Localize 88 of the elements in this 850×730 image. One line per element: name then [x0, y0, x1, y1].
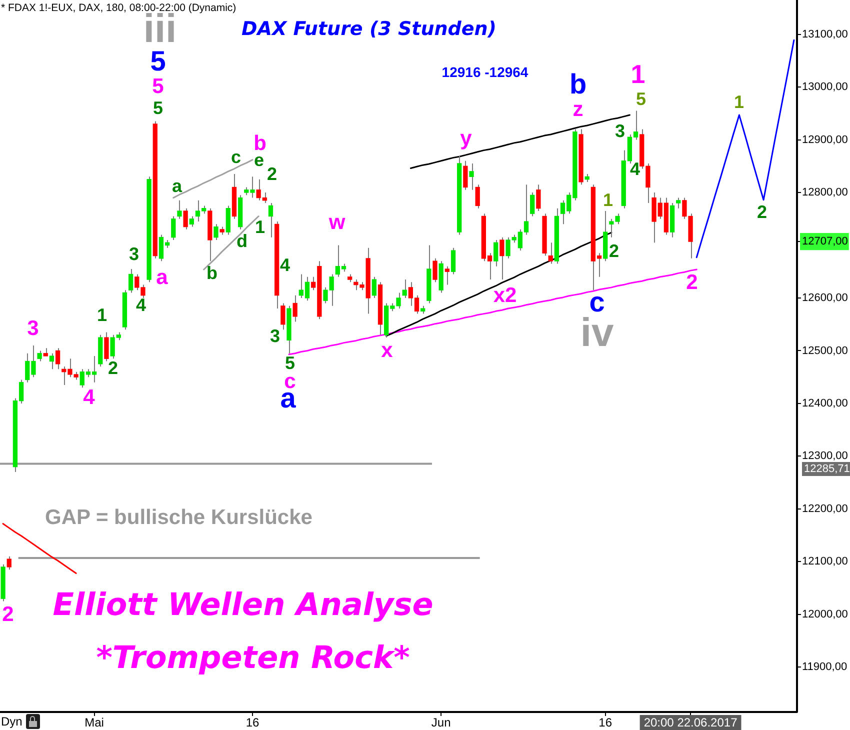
- annotation: 2: [2, 602, 14, 626]
- annotation: 2: [756, 202, 768, 222]
- candlestick: [49, 352, 54, 370]
- y-tick-label: 13000,00: [802, 81, 848, 94]
- chart-subtitle: * FDAX 1!-EUX, DAX, 180, 08:00-22:00 (Dynamic): [1, 2, 236, 14]
- candlestick: [177, 200, 182, 220]
- candlestick: [402, 279, 407, 298]
- annotation: 5: [152, 98, 164, 118]
- candlestick: [37, 350, 42, 362]
- candlestick: [6, 556, 12, 570]
- candlestick: [55, 348, 60, 370]
- annotation: a: [156, 266, 168, 289]
- x-tick-label: Jun: [431, 716, 451, 730]
- annotation: y: [460, 126, 472, 150]
- y-tick-label: 12600,00: [802, 292, 848, 304]
- candlestick: [292, 294, 298, 322]
- annotation: w: [328, 210, 346, 234]
- annotation: 1: [602, 190, 614, 210]
- y-tick-label: 12100,00: [802, 556, 848, 568]
- candlestick: [372, 276, 376, 298]
- annotation: 4: [136, 294, 146, 315]
- candlestick: [475, 184, 480, 209]
- annotation: a: [172, 176, 183, 196]
- candlestick: [183, 208, 188, 230]
- x-tick-label: 16: [598, 716, 612, 730]
- candlestick: [500, 236, 504, 280]
- y-tick-label: 12800,00: [802, 186, 848, 199]
- x-tick-label: 16: [246, 716, 260, 730]
- annotation: 1: [734, 92, 744, 112]
- y-tick-label: 12400,00: [802, 398, 848, 410]
- text: Dyn: [1, 714, 22, 728]
- annotation: 1: [96, 304, 108, 325]
- annotation: 12916 -12964: [442, 64, 528, 80]
- y-tick-label: 11900,00: [802, 661, 848, 674]
- annotation: Elliott Wellen Analyse: [52, 587, 434, 624]
- candlestick: [171, 216, 176, 240]
- annotation: 3: [614, 120, 626, 141]
- y-tick-label: 12200,00: [802, 502, 848, 515]
- candlestick: [128, 268, 134, 294]
- annotation: b: [206, 262, 218, 283]
- candlestick: [444, 266, 450, 286]
- annotation: z: [572, 98, 584, 121]
- candlestick: [536, 184, 541, 212]
- annotation: 3: [27, 316, 39, 340]
- candlestick: [676, 197, 681, 209]
- annotation: x2: [493, 284, 517, 307]
- annotation: 3: [270, 326, 280, 346]
- x-tick-label: Mai: [84, 716, 104, 730]
- y-tick-label: 12000,00: [802, 608, 848, 620]
- annotation: GAP = bullische Kurslücke: [45, 506, 312, 529]
- annotation: 5: [150, 46, 166, 77]
- annotation: 1: [630, 59, 646, 90]
- candlestick: [432, 258, 438, 283]
- annotation: x: [381, 338, 394, 362]
- candlestick: [214, 224, 218, 240]
- annotation: 4: [280, 254, 290, 275]
- annotation: *Trompeten Rock*: [96, 640, 410, 676]
- annotation: b: [569, 68, 587, 100]
- y-tick-label: 12900,00: [802, 134, 848, 146]
- candlestick: [268, 202, 274, 238]
- candlestick: [104, 332, 109, 362]
- y-tick-label: 12500,00: [802, 344, 848, 357]
- annotation: 5: [152, 74, 164, 98]
- annotation: 4: [630, 158, 640, 179]
- annotation: 2: [608, 240, 620, 261]
- annotation: 2: [108, 358, 118, 378]
- y-tick-label: 13100,00: [802, 28, 848, 40]
- y-tick-label: 12707,00: [802, 236, 848, 248]
- y-tick-label: 12300,00: [802, 450, 848, 462]
- annotation: 2: [266, 164, 278, 184]
- annotation: 1: [254, 216, 266, 237]
- annotation: 5: [636, 88, 646, 109]
- annotation: 2: [686, 270, 698, 294]
- x-tick-label: 20:00 22.06.2017: [644, 716, 738, 730]
- annotation: 4: [83, 386, 96, 409]
- candlestick: [463, 160, 468, 190]
- annotation: d: [236, 230, 248, 251]
- candlestick: [494, 239, 498, 267]
- candlestick: [469, 162, 474, 190]
- candlestick: [450, 247, 456, 275]
- text: DAX Future (3 Stunden): [242, 18, 496, 40]
- annotation: c: [230, 146, 242, 167]
- candlestick: [530, 192, 535, 217]
- text: 12285,71: [804, 463, 850, 476]
- candlestick: [280, 302, 286, 330]
- candlestick: [548, 242, 553, 264]
- candlestick: [189, 216, 194, 228]
- annotation: 3: [128, 244, 140, 264]
